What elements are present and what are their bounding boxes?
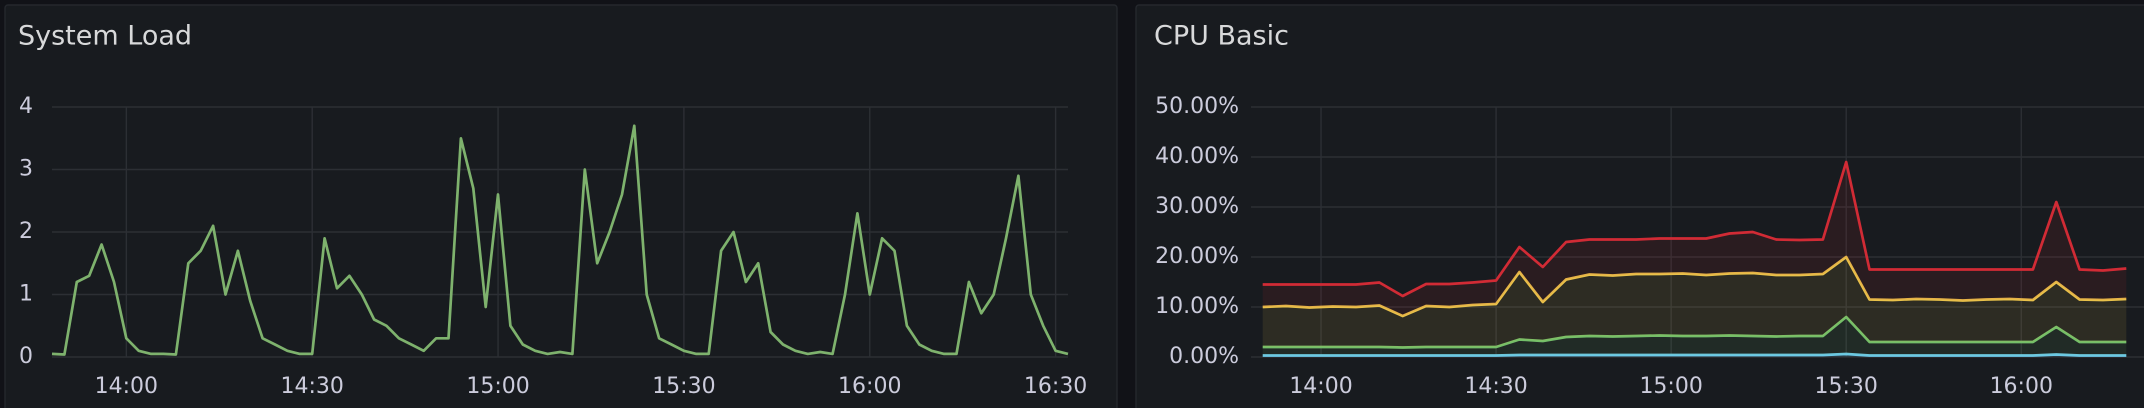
y-tick-label: 4	[19, 94, 33, 119]
x-tick-label: 16:00	[1990, 374, 2053, 399]
x-tick-label: 16:00	[838, 374, 901, 399]
x-tick-label: 14:00	[1289, 374, 1352, 399]
y-tick-label: 1	[19, 282, 33, 307]
x-tick-label: 15:30	[1815, 374, 1878, 399]
x-tick-label: 15:30	[652, 374, 715, 399]
x-tick-label: 14:30	[280, 374, 343, 399]
y-tick-label: 0.00%	[1169, 344, 1239, 369]
series-line	[1262, 315, 2127, 349]
series-line	[1262, 255, 2127, 318]
panel-title: System Load	[18, 21, 192, 52]
x-tick-label: 14:00	[95, 374, 158, 399]
area-fill	[1262, 257, 2127, 348]
line-series	[51, 124, 1069, 356]
x-tick-label: 16:30	[1024, 374, 1087, 399]
y-tick-label: 10.00%	[1155, 294, 1239, 319]
series-line	[1262, 160, 2127, 298]
panel	[4, 4, 1118, 408]
y-tick-label: 40.00%	[1155, 144, 1239, 169]
y-tick-label: 3	[19, 157, 33, 182]
y-tick-label: 20.00%	[1155, 244, 1239, 269]
x-tick-label: 15:00	[466, 374, 529, 399]
y-tick-label: 0	[19, 344, 33, 369]
y-tick-label: 2	[19, 219, 33, 244]
x-tick-label: 15:00	[1639, 374, 1702, 399]
panel-title: CPU Basic	[1154, 21, 1289, 52]
y-tick-label: 30.00%	[1155, 194, 1239, 219]
x-tick-label: 14:30	[1464, 374, 1527, 399]
series-line	[1262, 352, 2127, 357]
y-tick-label: 50.00%	[1155, 94, 1239, 119]
